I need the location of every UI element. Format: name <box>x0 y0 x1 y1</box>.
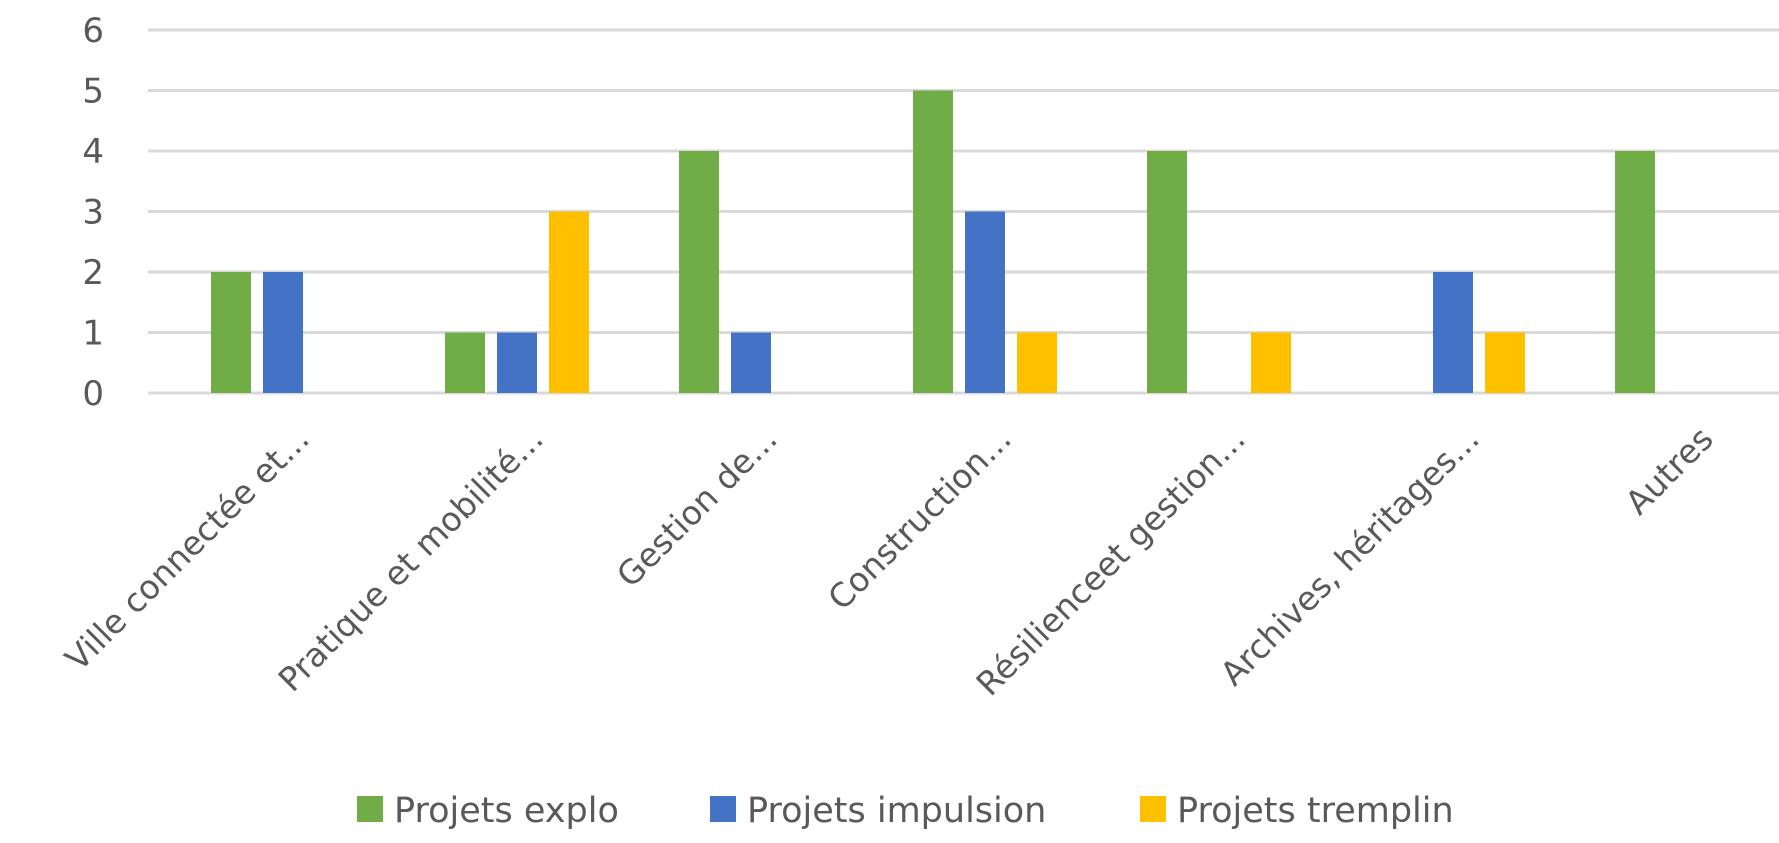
legend-swatch <box>710 796 736 822</box>
legend-swatch <box>1140 796 1166 822</box>
bar <box>913 90 953 393</box>
bar <box>1433 272 1473 393</box>
x-category-label: Autres <box>1618 419 1721 522</box>
y-tick-label: 6 <box>82 11 104 51</box>
legend: Projets explo Projets impulsion Projets tr… <box>357 791 1454 831</box>
bar <box>549 211 589 393</box>
legend-label: Projets tremplin <box>1177 791 1454 831</box>
gridlines <box>148 28 1779 395</box>
legend-swatch <box>357 796 383 822</box>
x-category-label: Pratique et mobilité... <box>271 419 551 699</box>
bar <box>445 332 485 393</box>
bar <box>497 332 537 393</box>
bar <box>1485 332 1525 393</box>
x-category-label: Résilienceet gestion... <box>968 419 1252 703</box>
bar <box>211 272 251 393</box>
legend-label: Projets explo <box>394 791 619 831</box>
y-tick-label: 0 <box>82 374 104 414</box>
y-tick-label: 3 <box>82 193 104 233</box>
bar <box>1615 151 1655 393</box>
bar <box>965 211 1005 393</box>
bar <box>1251 332 1291 393</box>
y-tick-label: 4 <box>82 132 104 172</box>
x-axis: Ville connectée et...Pratique et mobilit… <box>57 419 1720 703</box>
bar <box>731 332 771 393</box>
bars <box>211 90 1655 393</box>
x-category-label: Archives, héritages... <box>1213 419 1487 693</box>
bar <box>263 272 303 393</box>
bar <box>679 151 719 393</box>
y-tick-label: 1 <box>82 314 104 354</box>
bar <box>1147 151 1187 393</box>
x-category-label: Gestion de... <box>609 419 785 595</box>
y-axis: 0 1 2 3 4 5 6 <box>82 11 104 414</box>
legend-label: Projets impulsion <box>747 791 1046 831</box>
y-tick-label: 2 <box>82 253 104 293</box>
x-category-label: Construction... <box>820 419 1018 617</box>
y-tick-label: 5 <box>82 72 104 112</box>
x-category-label: Ville connectée et... <box>57 419 316 678</box>
bar <box>1017 332 1057 393</box>
